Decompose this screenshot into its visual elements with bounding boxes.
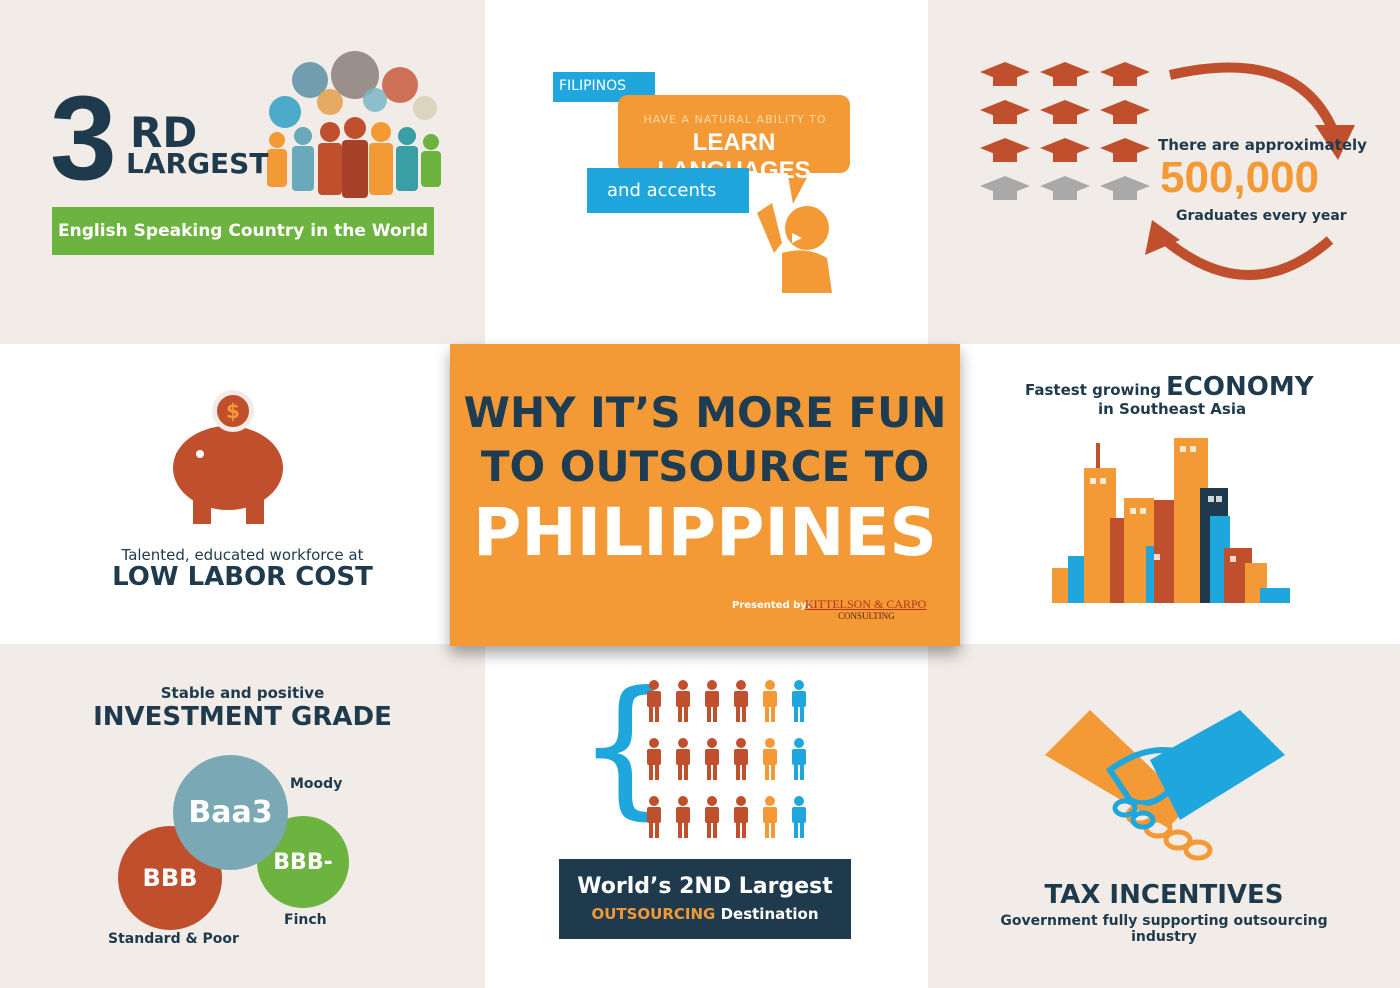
graduates-line1: There are approximately	[1158, 136, 1367, 154]
speaking-person-icon	[757, 203, 832, 293]
economy-line1: Fastest growing ECONOMY	[1025, 372, 1314, 402]
workforce-people-icon	[647, 680, 806, 838]
english-banner-text: English Speaking Country in the World	[57, 221, 428, 241]
cycle-arrows-icon	[1145, 62, 1355, 280]
rating-bbb-minus: BBB-	[273, 849, 333, 875]
graduates-line2: Graduates every year	[1176, 208, 1347, 224]
english-suffix: RD	[130, 108, 198, 157]
center-title-card: WHY IT’S MORE FUN TO OUTSOURCE TO PHILIP…	[450, 344, 960, 646]
rating-baa3: Baa3	[188, 795, 273, 830]
center-line2: TO OUTSOURCE TO	[480, 442, 930, 491]
english-banner: English Speaking Country in the World	[52, 207, 434, 255]
coin-symbol: $	[226, 399, 240, 423]
company-sub: CONSULTING	[838, 611, 895, 621]
outsourcing-line2b: Destination	[720, 905, 819, 923]
label-filipinos-text: FILIPINOS	[559, 78, 627, 94]
cell-graduates	[928, 0, 1400, 344]
tax-line1: TAX INCENTIVES	[1044, 880, 1284, 910]
outsourcing-banner	[559, 859, 851, 939]
handshake-icon	[1045, 710, 1285, 861]
investment-line1: Stable and positive	[160, 684, 325, 702]
people-speech-icon	[267, 51, 441, 198]
tax-line2: Government fully supporting outsourcing …	[1000, 913, 1328, 945]
english-largest: LARGEST	[126, 147, 269, 180]
outsourcing-line1: World’s 2ND Largest	[577, 874, 833, 899]
company-name: KITTELSON & CARPO	[805, 597, 927, 611]
label-natural-ability: HAVE A NATURAL ABILITY TO	[643, 113, 827, 126]
economy-line1b: ECONOMY	[1166, 372, 1314, 402]
graduation-caps-icon	[980, 62, 1150, 200]
label-sp: Standard & Poor	[108, 931, 239, 947]
city-buildings-icon	[1052, 438, 1290, 603]
graduates-number: 500,000	[1160, 153, 1320, 202]
center-line3: PHILIPPINES	[473, 494, 937, 571]
label-accents-text: and accents	[607, 180, 717, 201]
english-number: 3	[50, 71, 117, 205]
outsourcing-line2a: OUTSOURCING	[591, 905, 716, 923]
rating-bbb: BBB	[142, 864, 198, 892]
outsourcing-line2: OUTSOURCING Destination	[559, 905, 851, 923]
economy-line2: in Southeast Asia	[1098, 400, 1247, 418]
label-accents	[587, 168, 749, 213]
center-line1: WHY IT’S MORE FUN	[463, 388, 947, 437]
labor-line1: Talented, educated workforce at	[121, 546, 364, 564]
coin-icon: $	[212, 390, 254, 432]
presented-by: Presented by:	[732, 600, 811, 611]
label-finch: Finch	[284, 912, 327, 928]
rating-baa3-circle: Baa3	[173, 755, 288, 870]
investment-line2: INVESTMENT GRADE	[93, 702, 392, 732]
labor-line2: LOW LABOR COST	[112, 562, 373, 592]
speech-bubble	[618, 95, 850, 173]
economy-line1a: Fastest growing	[1025, 381, 1161, 399]
bubble-tail-icon	[787, 170, 811, 204]
label-moody: Moody	[290, 776, 343, 792]
